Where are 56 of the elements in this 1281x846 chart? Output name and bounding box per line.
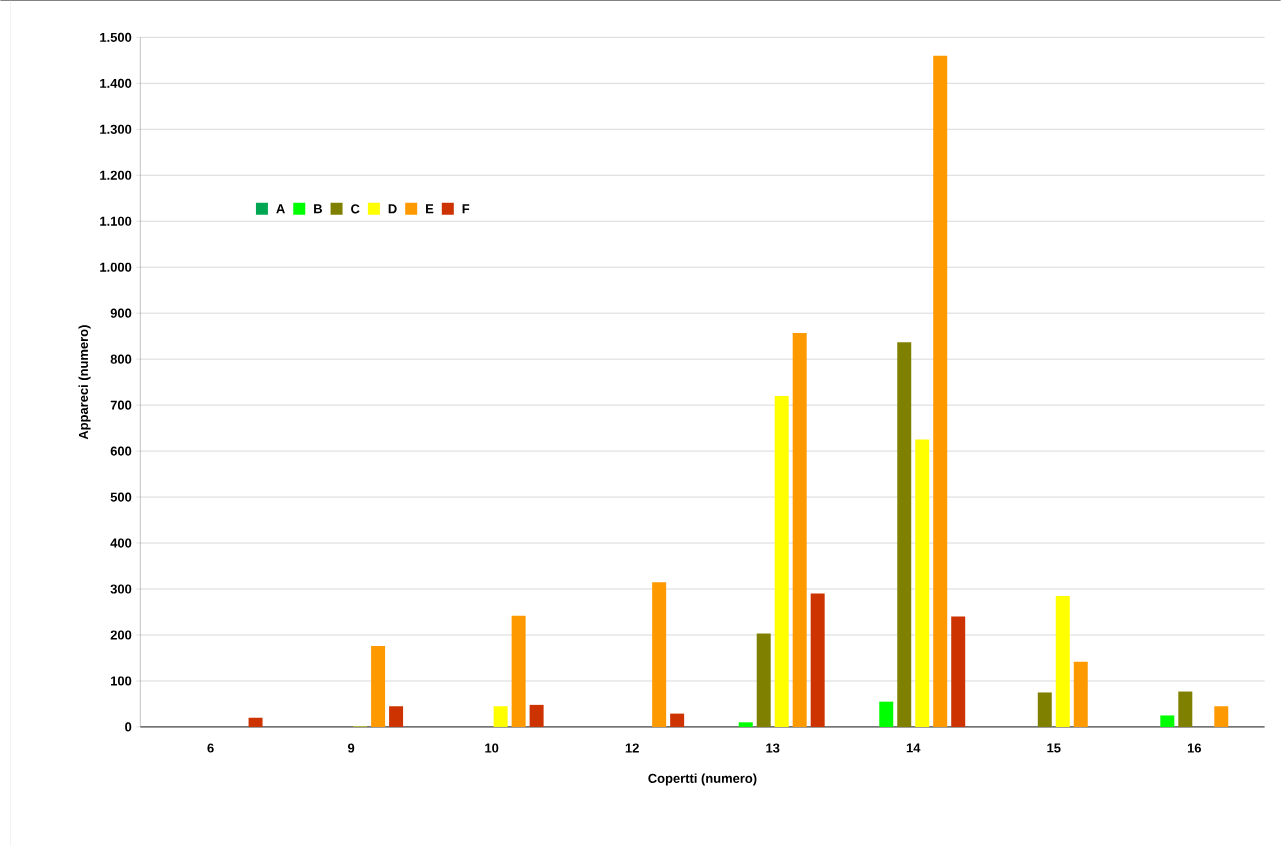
y-tick-label: 1.100 <box>100 216 132 226</box>
bar <box>951 616 966 727</box>
y-tick-label: 700 <box>110 400 132 410</box>
y-axis-title: Appareci (numero) <box>78 325 91 440</box>
bar <box>511 615 526 727</box>
legend-label: B <box>314 204 322 214</box>
bar <box>652 582 667 727</box>
bar <box>774 395 789 727</box>
x-tick-label: 6 <box>207 743 214 753</box>
y-tick-label: 1.300 <box>100 124 132 134</box>
bar <box>529 704 544 727</box>
legend-label: D <box>388 204 397 214</box>
bar <box>810 593 825 727</box>
y-tick-label: 1.000 <box>100 262 132 272</box>
y-tick-label: 600 <box>110 446 132 456</box>
bar <box>1178 691 1193 727</box>
y-tick-label: 200 <box>110 630 132 640</box>
x-tick-label: 16 <box>1187 743 1202 753</box>
y-tick-label: 100 <box>111 676 132 686</box>
x-tick-label: 9 <box>347 743 355 753</box>
bar <box>371 646 386 727</box>
bar <box>915 439 930 727</box>
bar <box>1160 715 1175 727</box>
x-tick-label: 15 <box>1047 743 1061 753</box>
bar <box>389 706 404 727</box>
x-tick-label: 13 <box>766 743 780 753</box>
bar <box>933 55 948 727</box>
y-tick-label: 400 <box>110 538 132 548</box>
bar <box>670 713 685 727</box>
legend-label: F <box>462 204 470 214</box>
bar <box>248 717 263 727</box>
x-tick-label: 10 <box>485 743 499 753</box>
x-tick-label: 14 <box>906 743 921 753</box>
y-tick-label: 900 <box>110 308 132 318</box>
x-tick-label: 12 <box>625 743 639 753</box>
bar <box>897 342 912 727</box>
y-tick-label: 1.400 <box>100 78 132 88</box>
bar <box>1073 661 1088 727</box>
bar <box>879 701 894 727</box>
bar <box>493 706 508 727</box>
legend-label: A <box>276 204 285 214</box>
y-tick-label: 500 <box>110 492 132 502</box>
bar <box>792 332 807 727</box>
y-tick-label: 800 <box>110 354 132 364</box>
y-tick-label: 0 <box>125 722 132 732</box>
bar <box>1037 692 1052 727</box>
y-tick-label: 300 <box>110 584 132 594</box>
legend-label: E <box>426 204 434 214</box>
legend-label: C <box>351 204 360 214</box>
x-axis-title: Copertti (numero) <box>648 773 757 786</box>
y-tick-label: 1.200 <box>100 170 132 180</box>
bar <box>1055 595 1070 727</box>
bar <box>1214 706 1229 727</box>
bar <box>756 633 771 727</box>
bar <box>738 722 753 727</box>
y-tick-label: 1.500 <box>100 32 132 42</box>
